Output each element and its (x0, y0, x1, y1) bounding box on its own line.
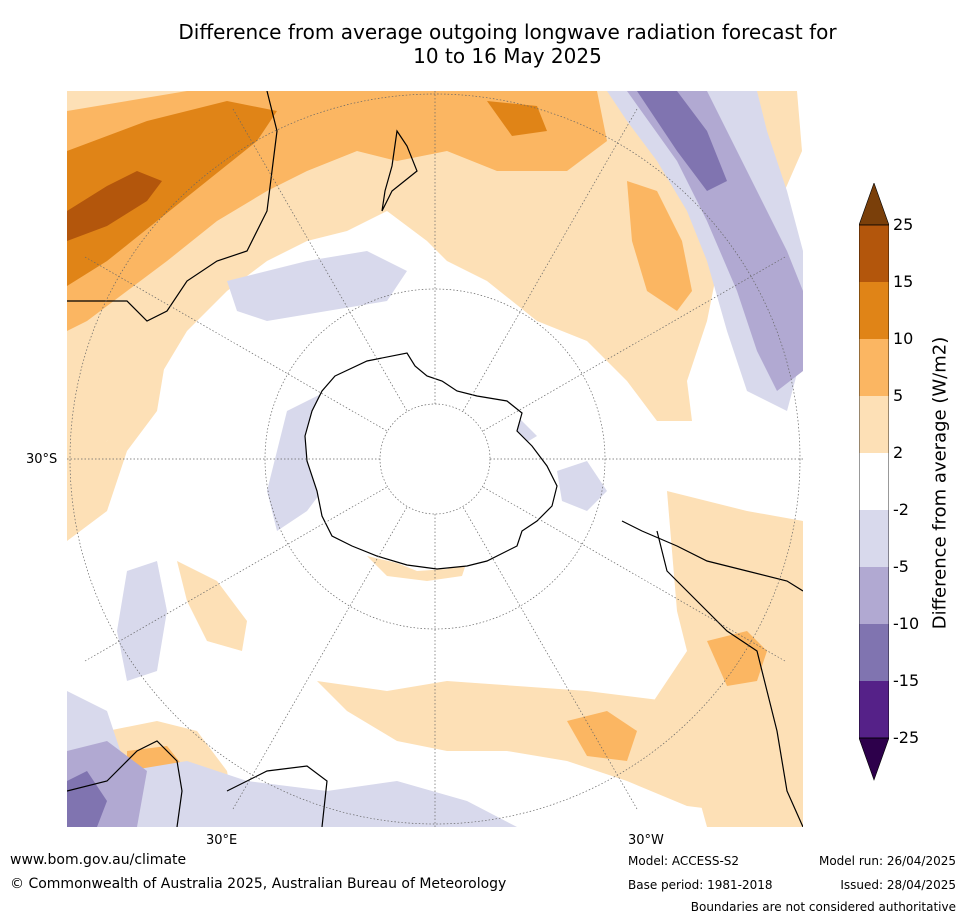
colorbar-band-minus5-minus10 (859, 567, 889, 624)
lon-label-30e: 30°E (206, 833, 238, 848)
footer-base-period: Base period: 1981-2018 (628, 878, 773, 892)
colorbar-extend-low (859, 737, 889, 781)
colorbar-tick-15: 15 (893, 272, 914, 291)
map-canvas (67, 91, 803, 827)
lat-circle-60s (264, 288, 606, 630)
colorbar-extend-high (859, 183, 889, 226)
colorbar-tick-minus15: -15 (893, 671, 920, 690)
colorbar-tick-minus25: -25 (893, 728, 920, 747)
lat-circle-30s (69, 93, 801, 825)
colorbar-tick-5: 5 (893, 386, 904, 405)
title-line-2: 10 to 16 May 2025 (413, 44, 602, 68)
africa-coast (67, 740, 183, 827)
continent-outlines (67, 91, 803, 827)
anomaly-10-to-15 (67, 101, 547, 286)
title-line-1: Difference from average outgoing longwav… (178, 20, 837, 44)
colorbar-band-5-10 (859, 339, 889, 396)
colorbar-tick-25: 25 (893, 215, 914, 234)
madagascar-region-coast (226, 765, 328, 827)
map-title: Difference from average outgoing longwav… (60, 20, 955, 68)
australia-coast (67, 91, 278, 322)
colorbar-tick-10: 10 (893, 329, 914, 348)
colorbar-tick-minus2: -2 (893, 500, 909, 519)
colorbar-band-minus2-minus5 (859, 510, 889, 567)
anomaly-15-to-25 (67, 171, 162, 241)
lat-label-30s: 30°S (26, 452, 58, 467)
colorbar-band-2-5 (859, 396, 889, 453)
south-america-north-coast (621, 520, 803, 592)
footer-issued: Issued: 28/04/2025 (840, 878, 956, 892)
colorbar-tick-minus10: -10 (893, 614, 920, 633)
colorbar (859, 183, 889, 781)
graticule (67, 91, 803, 827)
colorbar-tick-2: 2 (893, 443, 904, 462)
new-zealand-coast (381, 129, 418, 212)
lon-label-30w: 30°W (628, 833, 664, 848)
footer-model: Model: ACCESS-S2 (628, 854, 740, 868)
south-america-coast (656, 530, 803, 827)
colorbar-band-neutral (859, 453, 889, 510)
colorbar-title: Difference from average (W/m2) (929, 336, 951, 630)
footer-model-run: Model run: 26/04/2025 (818, 854, 956, 868)
footer-disclaimer: Boundaries are not considered authoritat… (690, 900, 956, 914)
colorbar-band-10-15 (859, 282, 889, 339)
footer-website[interactable]: www.bom.gov.au/climate (10, 852, 187, 868)
colorbar-band-minus15-minus25 (859, 681, 889, 738)
colorbar-tick-minus5: -5 (893, 557, 909, 576)
anomaly-map (67, 91, 803, 827)
antarctica-outline (304, 352, 558, 570)
colorbar-band-15-25 (859, 225, 889, 282)
footer-copyright: © Commonwealth of Australia 2025, Austra… (10, 876, 507, 892)
anomaly-minus10-to-minus15 (67, 91, 727, 827)
colorbar-band-minus10-minus15 (859, 624, 889, 681)
